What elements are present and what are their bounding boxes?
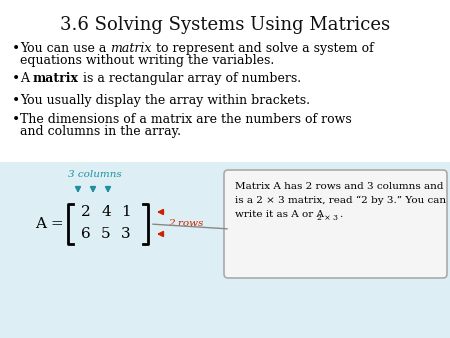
Text: is a rectangular array of numbers.: is a rectangular array of numbers.	[79, 72, 301, 85]
Text: 2: 2	[81, 205, 91, 219]
Text: 6: 6	[81, 227, 91, 241]
Text: •: •	[12, 113, 20, 127]
Text: 2 × 3: 2 × 3	[317, 214, 338, 222]
Text: and columns in the array.: and columns in the array.	[20, 125, 181, 138]
Text: matrix: matrix	[110, 42, 152, 55]
Text: write it as A or A: write it as A or A	[235, 210, 324, 219]
FancyBboxPatch shape	[0, 162, 450, 338]
Text: The dimensions of a matrix are the numbers of rows: The dimensions of a matrix are the numbe…	[20, 113, 352, 126]
Text: matrix: matrix	[33, 72, 79, 85]
Text: •: •	[12, 72, 20, 86]
Text: 2 rows: 2 rows	[168, 218, 203, 227]
Text: .: .	[339, 210, 342, 219]
Text: 4: 4	[101, 205, 111, 219]
Text: •: •	[12, 42, 20, 56]
Text: is a 2 × 3 matrix, read “2 by 3.” You can: is a 2 × 3 matrix, read “2 by 3.” You ca…	[235, 196, 446, 205]
Text: •: •	[12, 94, 20, 108]
Text: Matrix A has 2 rows and 3 columns and: Matrix A has 2 rows and 3 columns and	[235, 182, 444, 191]
Text: to represent and solve a system of: to represent and solve a system of	[152, 42, 374, 55]
Text: 3: 3	[121, 227, 131, 241]
Text: 3.6 Solving Systems Using Matrices: 3.6 Solving Systems Using Matrices	[60, 16, 390, 34]
Text: 5: 5	[101, 227, 111, 241]
Text: equations without writing the variables.: equations without writing the variables.	[20, 54, 274, 67]
Text: A =: A =	[36, 217, 64, 231]
Text: You usually display the array within brackets.: You usually display the array within bra…	[20, 94, 310, 107]
Text: A: A	[20, 72, 33, 85]
Text: You can use a: You can use a	[20, 42, 110, 55]
FancyBboxPatch shape	[224, 170, 447, 278]
Text: 1: 1	[121, 205, 131, 219]
Text: 3 columns: 3 columns	[68, 170, 122, 179]
